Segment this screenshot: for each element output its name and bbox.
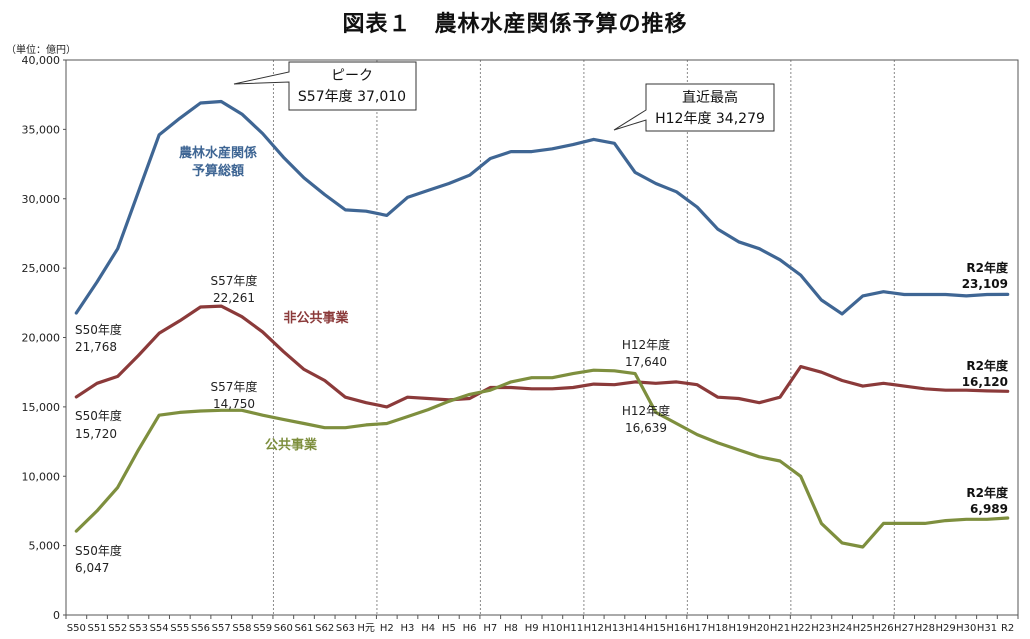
public-h12-value: 17,640 [625, 355, 667, 369]
x-tick-label: H21 [770, 623, 790, 634]
x-tick-label: H6 [463, 623, 477, 634]
x-tick-label: H13 [604, 623, 624, 634]
x-tick-label: S57 [212, 623, 231, 634]
nonpublic-end-year: R2年度 [966, 358, 1009, 373]
x-tick-label: H12 [584, 623, 604, 634]
public-end-year: R2年度 [966, 485, 1009, 500]
public-end-value: 6,989 [970, 502, 1008, 516]
x-tick-label: H17 [687, 623, 707, 634]
nonpublic-start-value: 15,720 [75, 427, 117, 441]
y-tick-label: 5,000 [29, 540, 61, 553]
public-start-year: S50年度 [75, 543, 122, 558]
x-tick-label: S59 [253, 623, 272, 634]
x-tick-label: H9 [525, 623, 539, 634]
peak-callout-value: S57年度 37,010 [298, 89, 406, 105]
x-tick-label: R2 [1001, 623, 1014, 634]
x-tick-label: H4 [421, 623, 435, 634]
x-tick-label: H16 [666, 623, 686, 634]
x-tick-label: S51 [88, 623, 107, 634]
x-tick-label: H26 [873, 623, 893, 634]
nonpublic-peak-value: 22,261 [213, 291, 255, 305]
public-peak-year: S57年度 [211, 379, 258, 394]
series-line-1 [74, 304, 1010, 409]
x-tick-label: H14 [625, 623, 645, 634]
public-start-value: 6,047 [75, 561, 109, 575]
series-line-0 [74, 99, 1010, 316]
public-peak-value: 14,750 [213, 397, 255, 411]
x-tick-label: H11 [563, 623, 583, 634]
y-tick-label: 20,000 [22, 332, 61, 345]
x-tick-label: H7 [483, 623, 497, 634]
y-tick-label: 30,000 [22, 193, 61, 206]
nonpublic-h12-value: 16,639 [625, 421, 667, 435]
y-tick-label: 40,000 [22, 54, 61, 67]
recent-high-callout: 直近最高 H12年度 34,279 [613, 83, 775, 132]
y-tick-label: 15,000 [22, 401, 61, 414]
total-end-value: 23,109 [962, 277, 1008, 291]
recent-high-callout-value: H12年度 34,279 [655, 111, 765, 127]
x-tick-labels: S50 S51 S52 S53 S54 S55 S56 S57 S58 S59 S60 S61 S62 S… [67, 623, 1014, 634]
x-tick-label: S63 [336, 623, 355, 634]
x-tick-label: H10 [542, 623, 562, 634]
x-tick-label: S54 [150, 623, 169, 634]
x-tick-label: H2 [380, 623, 394, 634]
x-tick-label: H31 [977, 623, 997, 634]
x-tick-label: H15 [646, 623, 666, 634]
x-tick-label: H元 [357, 623, 375, 634]
x-tick-label: S55 [170, 623, 189, 634]
x-tick-label: S61 [294, 623, 313, 634]
grid-lines [272, 60, 895, 615]
x-tick-label: H20 [749, 623, 769, 634]
y-tick-label: 10,000 [22, 470, 61, 483]
y-unit-label: （単位：億円） [6, 45, 76, 56]
x-tick-label: H5 [442, 623, 456, 634]
x-tick-label: H18 [708, 623, 728, 634]
public-h12-year: H12年度 [622, 337, 670, 352]
nonpublic-end-value: 16,120 [962, 375, 1008, 389]
x-tick-label: H22 [791, 623, 811, 634]
total-series-label-line2: 予算総額 [192, 163, 244, 179]
x-tick-label: S58 [232, 623, 251, 634]
x-tick-label: H29 [935, 623, 955, 634]
public-series-label: 公共事業 [265, 437, 318, 453]
nonpublic-h12-year: H12年度 [622, 403, 670, 418]
peak-callout: ピーク S57年度 37,010 [233, 61, 417, 111]
x-tick-label: H27 [894, 623, 914, 634]
x-tick-label: H3 [401, 623, 415, 634]
recent-high-callout-title: 直近最高 [682, 89, 738, 106]
total-start-value: 21,768 [75, 340, 117, 354]
x-tick-label: H24 [832, 623, 852, 634]
x-tick-label: H28 [915, 623, 935, 634]
x-tick-label: H19 [728, 623, 748, 634]
y-tick-label: 25,000 [22, 262, 61, 275]
x-tick-label: S52 [108, 623, 127, 634]
x-tick-label: S60 [274, 623, 293, 634]
peak-callout-title: ピーク [331, 68, 373, 84]
x-tick-label: S56 [191, 623, 210, 634]
x-tick-label: H23 [811, 623, 831, 634]
chart-title: 図表１ 農林水産関係予算の推移 [342, 12, 688, 37]
x-tick-label: H30 [956, 623, 976, 634]
nonpublic-start-year: S50年度 [75, 408, 122, 423]
y-tick-labels: 0 5,000 10,000 15,000 20,000 25,000 30,000 35,0… [22, 54, 66, 622]
total-end-year: R2年度 [966, 260, 1009, 275]
x-tick-label: S53 [129, 623, 148, 634]
nonpublic-peak-year: S57年度 [211, 273, 258, 288]
x-tick-label: S62 [315, 623, 334, 634]
total-series-label-line1: 農林水産関係 [179, 145, 257, 161]
y-tick-label: 35,000 [22, 123, 61, 136]
x-tick-label: S50 [67, 623, 86, 634]
total-start-year: S50年度 [75, 322, 122, 337]
x-tick-label: H8 [504, 623, 518, 634]
series-line-2 [74, 368, 1010, 549]
x-tick-label: H25 [853, 623, 873, 634]
y-tick-label: 0 [53, 609, 60, 622]
series-lines [74, 99, 1010, 549]
nonpublic-series-label: 非公共事業 [283, 310, 349, 326]
